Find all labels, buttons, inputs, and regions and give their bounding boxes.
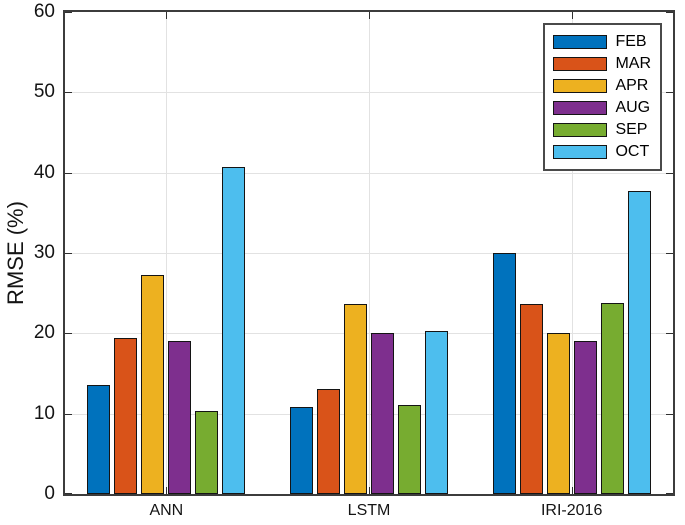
bar-oct-iri-2016 [627,191,651,494]
xtick-label-ann: ANN [149,502,184,519]
x-tick-top [369,12,370,19]
x-tick-bottom [571,487,573,494]
bar-aug-iri-2016 [573,340,597,494]
y-tick-label: 10 [33,402,55,424]
legend-label-feb: FEB [615,33,647,50]
bar-apr-ann [141,274,165,494]
x-tick-bottom [369,487,370,494]
legend-item-aug: AUG [553,97,651,119]
y-tick-right [666,92,673,94]
legend-swatch-apr [553,79,608,93]
bar-oct-ann [222,167,246,494]
y-tick-right [666,12,673,13]
bar-apr-iri-2016 [546,333,570,494]
y-tick-left [65,493,72,494]
x-tick-top [166,12,168,19]
gridline-vertical [369,12,370,494]
y-tick-label: 0 [44,483,55,504]
legend-label-aug: AUG [615,99,651,116]
y-tick-left [65,172,72,174]
y-tick-left [65,12,72,13]
bar-apr-lstm [343,304,368,494]
legend-label-sep: SEP [615,121,648,138]
bar-sep-lstm [397,404,422,494]
bar-aug-lstm [370,332,395,494]
legend-swatch-sep [553,123,608,137]
x-tick-bottom [166,487,168,494]
legend-item-feb: FEB [553,31,651,53]
x-tick-top [571,12,573,19]
bar-sep-iri-2016 [600,302,624,494]
y-tick-label: 50 [33,81,55,103]
y-tick-label: 30 [33,242,55,263]
legend-label-oct: OCT [615,143,650,160]
y-tick-right [666,413,673,415]
legend-swatch-oct [553,145,608,159]
y-tick-right [666,172,673,174]
legend-item-apr: APR [553,75,651,97]
bar-feb-iri-2016 [492,253,516,494]
y-tick-right [666,253,673,254]
bar-aug-ann [168,340,192,494]
bar-mar-lstm [316,388,341,494]
legend: FEB MAR APR AUG SEP OCT [543,23,662,171]
bar-mar-ann [114,338,138,494]
xtick-label-iri-2016: IRI-2016 [540,502,603,519]
legend-label-apr: APR [615,77,649,94]
y-tick-left [65,333,72,335]
gridline-vertical [571,12,573,494]
bar-oct-lstm [424,330,449,494]
legend-item-mar: MAR [553,53,651,75]
legend-item-sep: SEP [553,119,651,141]
bar-feb-lstm [289,407,314,494]
bar-sep-ann [195,411,219,494]
gridline-vertical [166,12,168,494]
legend-label-mar: MAR [615,55,651,72]
legend-swatch-aug [553,101,608,115]
y-tick-right [666,333,673,335]
y-tick-left [65,413,72,415]
legend-item-oct: OCT [553,141,651,163]
xtick-label-lstm: LSTM [347,502,391,519]
y-tick-label: 40 [33,161,55,183]
bar-feb-ann [87,384,111,494]
y-tick-label: 60 [33,1,55,22]
y-tick-label: 20 [33,322,55,344]
bar-mar-iri-2016 [519,303,543,494]
y-tick-left [65,92,72,94]
y-tick-right [666,493,673,494]
legend-swatch-mar [553,57,608,71]
y-tick-left [65,253,72,254]
legend-swatch-feb [553,35,608,49]
